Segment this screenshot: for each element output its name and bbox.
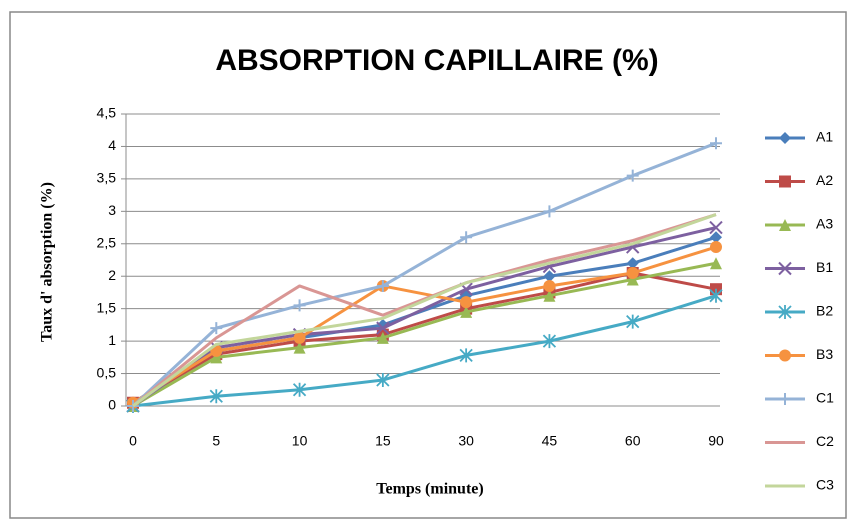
marker [543,205,556,218]
marker [778,261,792,276]
y-tick-label: 4 [108,137,116,153]
series-line [132,245,717,405]
y-tick-label: 1 [108,332,116,348]
marker [626,273,639,286]
marker [710,231,722,244]
marker [542,334,557,349]
marker [779,349,791,362]
legend-label: A1 [816,129,833,145]
y-tick-label: 3,5 [97,170,117,186]
marker [709,288,723,303]
marker [376,279,389,292]
marker [460,296,473,309]
marker [543,270,556,283]
marker [779,393,791,405]
marker [460,305,473,318]
y-tick-label: 2 [108,267,116,283]
x-axis-label: Temps (minute) [376,481,483,498]
marker [710,241,722,254]
marker [626,314,640,329]
legend-label: C3 [816,477,834,493]
marker [293,341,306,354]
x-tick-label: 30 [458,433,474,449]
x-tick-label: 45 [542,433,558,449]
legend-label: A3 [816,216,833,232]
series-line [132,213,717,408]
y-tick-label: 0,5 [97,364,117,380]
y-axis-label: Taux d' absorption (%) [39,182,56,342]
y-tick-label: 3 [108,202,116,218]
marker [460,231,473,244]
marker [626,169,639,182]
marker [209,389,223,404]
marker [779,219,791,231]
series-line [132,294,717,408]
series-line [131,141,717,408]
y-tick-label: 0 [108,397,116,413]
marker [210,351,223,364]
legend-label: C2 [816,433,834,449]
y-tick-label: 4,5 [97,105,117,121]
x-tick-label: 15 [375,433,391,449]
x-tick-label: 0 [129,433,137,449]
marker [626,266,639,279]
marker [709,220,723,235]
marker [543,289,556,302]
marker [779,175,791,188]
marker [376,331,389,344]
marker [293,299,306,312]
marker [459,348,473,363]
y-tick-label: 2,5 [97,234,117,250]
marker [376,321,390,335]
series-line [132,226,717,408]
x-tick-label: 60 [625,433,641,449]
x-tick-label: 10 [292,433,308,449]
marker [778,305,792,319]
marker [293,331,306,344]
legend-label: A2 [816,172,833,188]
marker [543,279,556,292]
chart-title: ABSORPTION CAPILLAIRE (%) [215,44,658,77]
x-tick-label: 5 [212,433,220,449]
legend-label: B2 [816,303,833,319]
marker [710,137,722,150]
marker [210,322,223,335]
marker [376,373,390,388]
x-tick-label: 90 [708,433,724,449]
legend-label: B1 [816,259,833,275]
legend-label: B3 [816,346,833,362]
marker [292,382,307,397]
marker [626,257,639,270]
marker [710,257,722,270]
y-tick-label: 1,5 [97,299,117,315]
marker [779,132,791,144]
series-line [132,261,717,408]
legend-label: C1 [816,390,834,406]
